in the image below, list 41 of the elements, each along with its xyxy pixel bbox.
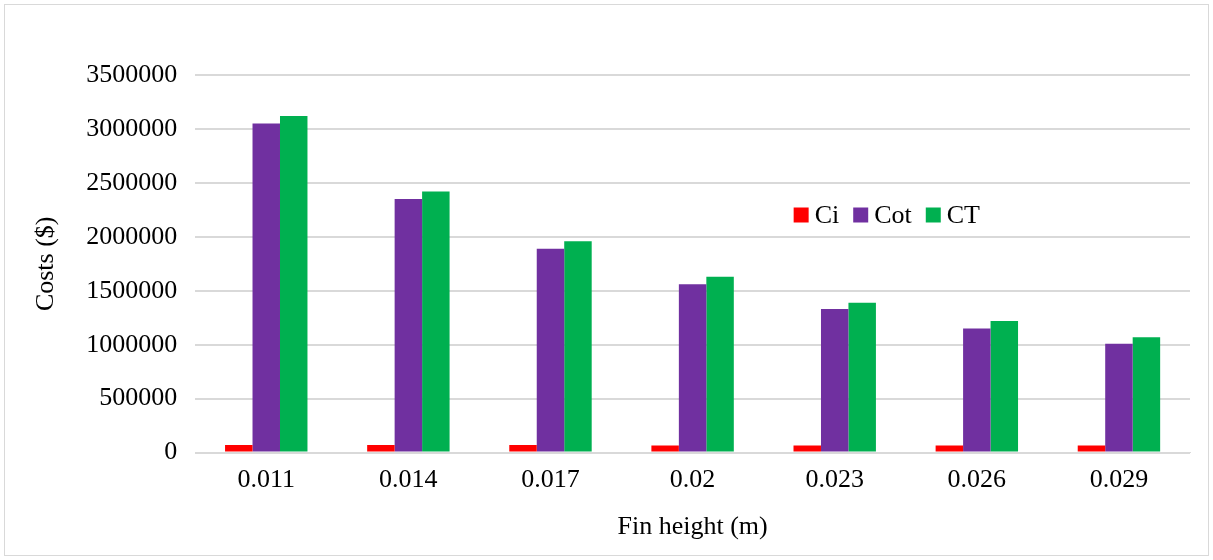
bar [990, 320, 1019, 452]
y-tick-label: 1500000 [86, 274, 178, 304]
legend-label: Ci [814, 199, 840, 229]
bar [651, 445, 679, 452]
y-tick-label: 3500000 [86, 58, 178, 88]
bar [509, 445, 537, 452]
x-tick-label: 0.026 [947, 464, 1007, 494]
x-tick-label: 0.014 [379, 464, 438, 494]
bar [367, 445, 395, 452]
y-axis-title: Costs ($) [30, 216, 60, 312]
y-tick-label: 3000000 [86, 112, 178, 142]
bar [678, 284, 707, 452]
bar [536, 248, 565, 452]
x-tick-label: 0.023 [805, 464, 864, 494]
legend-label: CT [946, 199, 981, 229]
bar [848, 302, 876, 452]
legend-label: Cot [874, 199, 913, 229]
x-tick-label: 0.017 [521, 464, 580, 494]
y-tick-label: 1000000 [86, 328, 178, 358]
x-axis-title: Fin height (m) [617, 511, 768, 541]
bar [820, 309, 849, 452]
bar [935, 445, 964, 452]
y-tick-label: 2000000 [86, 220, 178, 250]
y-tick-label: 0 [164, 436, 178, 466]
x-tick-label: 0.02 [669, 464, 716, 494]
bar [394, 199, 423, 452]
x-tick-label: 0.029 [1089, 464, 1149, 494]
bar [564, 241, 592, 452]
bar [1105, 343, 1133, 452]
bar [963, 328, 991, 452]
x-tick-label: 0.011 [237, 464, 296, 494]
bar [422, 191, 450, 452]
bar [225, 445, 253, 452]
bar [280, 116, 308, 452]
y-tick-label: 2500000 [86, 166, 178, 196]
bar [1077, 445, 1106, 452]
bar [793, 445, 821, 452]
bar [252, 123, 280, 452]
bar [706, 276, 734, 452]
y-tick-label: 500000 [99, 382, 178, 412]
bar [1132, 337, 1161, 452]
